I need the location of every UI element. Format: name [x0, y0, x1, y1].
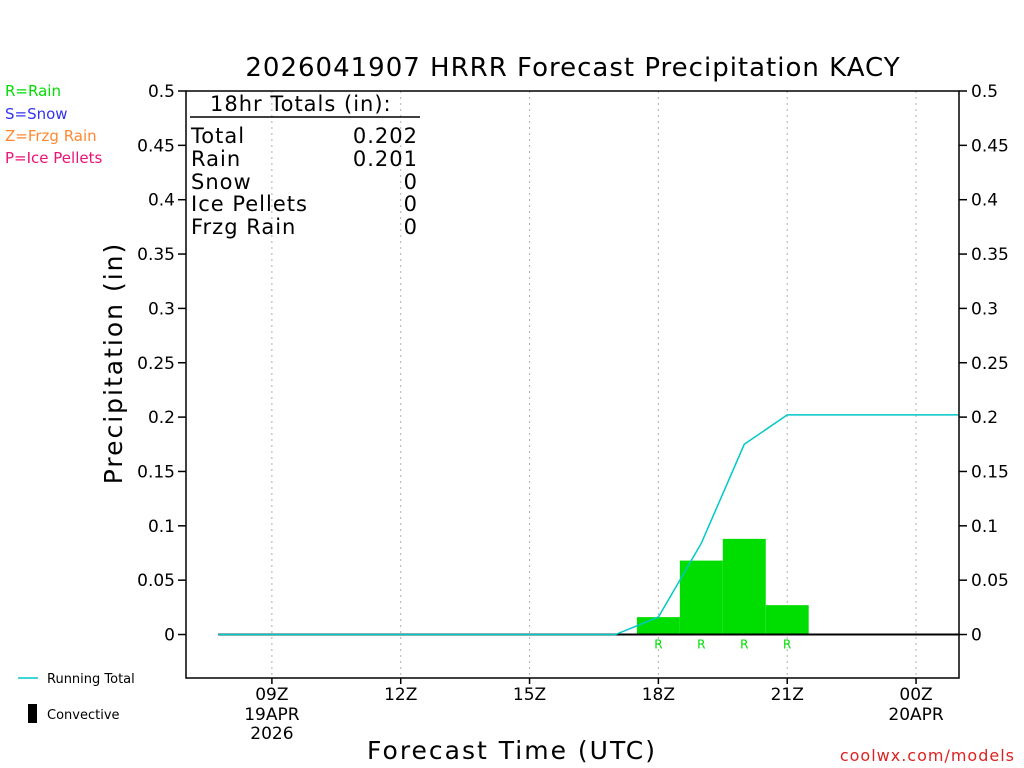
right-tick-label-4: 0.2 — [971, 408, 998, 428]
totals-total-label: Total — [190, 124, 245, 148]
x-tick-date-0: 19APR — [244, 705, 300, 725]
rain-bars — [636, 538, 809, 635]
legend-ice-pellets: P=Ice Pellets — [5, 149, 102, 167]
left-tick-label-6: 0.3 — [148, 299, 175, 319]
bar-type-label-1: R — [697, 638, 705, 652]
totals-ice-value: 0 — [404, 192, 418, 216]
convective-swatch — [28, 704, 37, 723]
x-tick-label-0: 09Z — [255, 685, 288, 705]
precip-type-legend: R=Rain S=Snow Z=Frzg Rain P=Ice Pellets — [5, 82, 102, 167]
totals-total-value: 0.202 — [353, 124, 418, 148]
legend-running-total: Running Total — [47, 672, 135, 687]
right-tick-label-5: 0.25 — [971, 354, 1009, 374]
rain-bar-0 — [636, 617, 680, 635]
bar-type-label-0: R — [654, 638, 662, 652]
left-tick-label-10: 0.5 — [148, 82, 175, 102]
x-tick-label-4: 21Z — [771, 685, 804, 705]
x-tick-date-5: 20APR — [888, 705, 944, 725]
right-tick-label-1: 0.05 — [971, 571, 1009, 591]
left-tick-label-8: 0.4 — [148, 191, 175, 211]
totals-ice-label: Ice Pellets — [191, 192, 308, 216]
x-axis-title: Forecast Time (UTC) — [367, 736, 657, 765]
totals-frzg-label: Frzg Rain — [191, 215, 296, 239]
right-tick-label-8: 0.4 — [971, 191, 998, 211]
x-tick-label-2: 15Z — [513, 685, 546, 705]
legend-frzg-rain: Z=Frzg Rain — [5, 127, 97, 145]
x-tick-year-0: 2026 — [250, 724, 293, 744]
totals-frzg-value: 0 — [404, 215, 418, 239]
vertical-gridlines — [271, 91, 917, 678]
bar-type-label-3: R — [783, 638, 791, 652]
chart-title: 2026041907 HRRR Forecast Precipitation K… — [245, 53, 900, 83]
right-y-axis: 0 0.05 0.1 0.15 0.2 0.25 0.3 0.35 0.4 0.45 0.5 — [959, 82, 1009, 646]
totals-rain-value: 0.201 — [353, 147, 418, 171]
left-tick-label-5: 0.25 — [137, 354, 175, 374]
x-tick-label-3: 18Z — [642, 685, 675, 705]
plot-frame — [185, 90, 960, 679]
rain-bar-3 — [765, 605, 809, 635]
y-axis-title: Precipitation (in) — [99, 242, 128, 485]
left-tick-label-1: 0.05 — [137, 571, 175, 591]
rain-bar-1 — [679, 560, 723, 635]
left-tick-label-7: 0.35 — [137, 245, 175, 265]
left-y-axis: 0 0.05 0.1 0.15 0.2 0.25 0.3 0.35 0.4 0.45 0.5 — [137, 82, 186, 646]
series-legend: Running Total Convective — [18, 672, 135, 723]
running-total-line — [218, 414, 959, 636]
totals-header: 18hr Totals (in): — [210, 92, 392, 116]
totals-rain-label: Rain — [191, 147, 241, 171]
totals-snow-label: Snow — [191, 170, 252, 194]
right-tick-label-7: 0.35 — [971, 245, 1009, 265]
x-tick-label-1: 12Z — [384, 685, 417, 705]
right-tick-label-6: 0.3 — [971, 299, 998, 319]
legend-convective: Convective — [47, 708, 120, 723]
left-tick-label-9: 0.45 — [137, 136, 175, 156]
rain-bar-2 — [722, 538, 766, 635]
right-tick-label-0: 0 — [971, 626, 982, 646]
x-tick-label-5: 00Z — [899, 685, 932, 705]
right-tick-label-10: 0.5 — [971, 82, 998, 102]
legend-rain: R=Rain — [5, 82, 61, 100]
right-tick-label-3: 0.15 — [971, 462, 1009, 482]
left-tick-label-2: 0.1 — [148, 517, 175, 537]
right-tick-label-9: 0.45 — [971, 136, 1009, 156]
left-tick-label-0: 0 — [164, 626, 175, 646]
left-tick-label-4: 0.2 — [148, 408, 175, 428]
totals-snow-value: 0 — [404, 170, 418, 194]
legend-snow: S=Snow — [5, 105, 68, 123]
totals-box: 18hr Totals (in): Total 0.202 Rain 0.201… — [190, 92, 420, 239]
bar-type-label-2: R — [740, 638, 748, 652]
left-tick-label-3: 0.15 — [137, 462, 175, 482]
credit-text: coolwx.com/models — [840, 746, 1015, 765]
right-tick-label-2: 0.1 — [971, 517, 998, 537]
